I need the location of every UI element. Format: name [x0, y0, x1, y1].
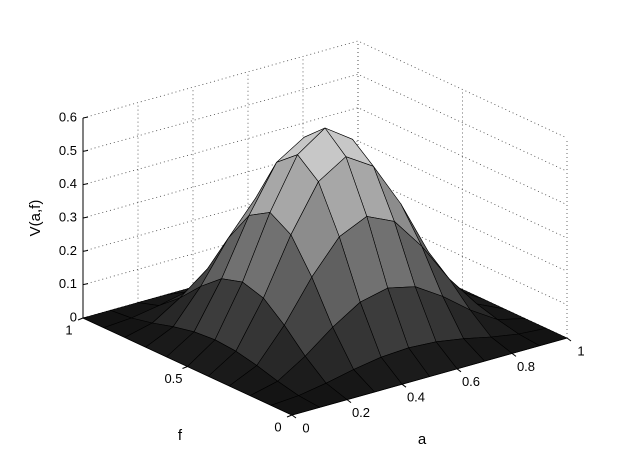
y-tick: [77, 317, 84, 321]
x-tick-label: 0.6: [462, 374, 480, 389]
x-tick: [401, 383, 407, 388]
z-tick: [82, 283, 89, 286]
x-tick-label: 1: [577, 343, 584, 358]
x-tick-label: 0.8: [517, 359, 535, 374]
z-tick-label: 0: [70, 309, 77, 324]
z-axis-label: V(a,f): [27, 200, 44, 237]
z-tick-label: 0.4: [59, 176, 77, 191]
x-tick-label: 0.4: [407, 390, 425, 405]
y-axis-label: f: [178, 427, 183, 444]
z-tick-label: 0.6: [59, 109, 77, 124]
z-tick: [82, 116, 89, 119]
x-tick: [566, 337, 572, 342]
z-tick-label: 0.2: [59, 243, 77, 258]
y-tick-label: 0: [274, 419, 281, 434]
y-tick-label: 0.5: [164, 371, 182, 386]
z-tick-label: 0.5: [59, 143, 77, 158]
surface-patch: [270, 395, 320, 416]
x-tick: [346, 399, 352, 404]
x-tick-label: 0: [302, 420, 309, 435]
grid-line: [82, 40, 568, 139]
z-tick: [82, 149, 89, 152]
x-tick: [291, 414, 297, 419]
x-tick: [511, 352, 517, 357]
z-tick: [82, 316, 89, 319]
x-axis-label: a: [418, 431, 427, 448]
x-tick: [456, 368, 462, 373]
x-tick-label: 0.2: [352, 405, 370, 420]
y-tick: [182, 366, 188, 369]
z-tick: [82, 249, 89, 252]
y-tick-label: 1: [65, 322, 72, 337]
z-tick: [82, 216, 89, 219]
z-tick-label: 0.3: [59, 209, 77, 224]
z-tick-label: 0.1: [59, 276, 77, 291]
y-tick: [286, 414, 293, 418]
z-tick: [82, 183, 89, 186]
